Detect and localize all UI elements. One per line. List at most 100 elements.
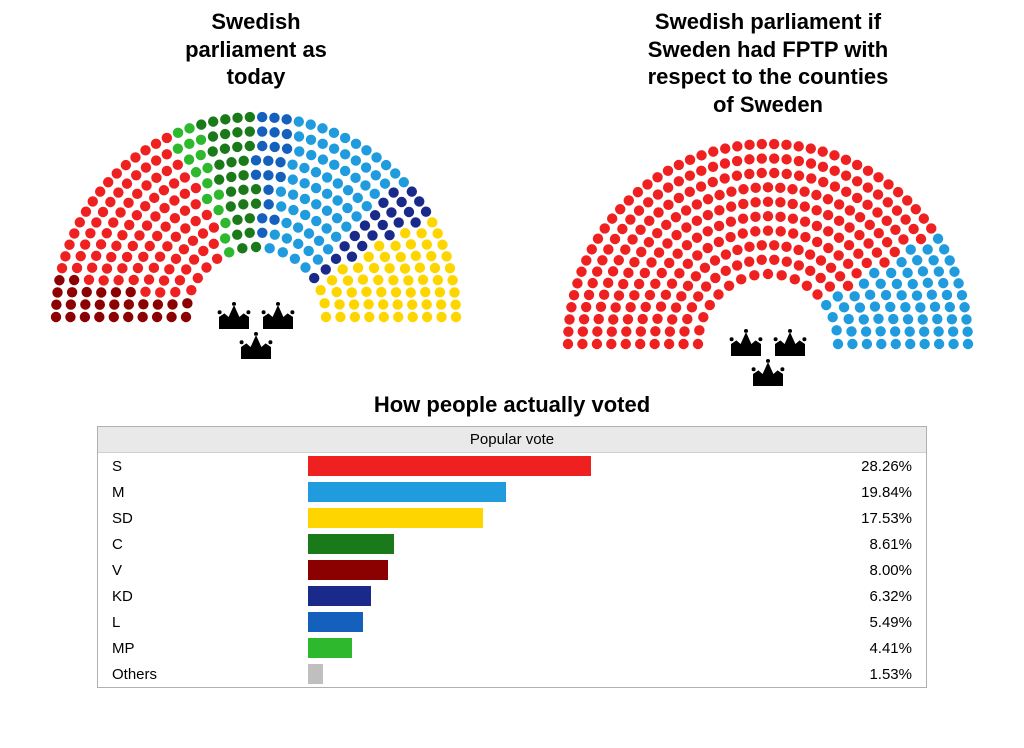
seat-dot — [757, 168, 767, 178]
seat-dot — [676, 291, 686, 301]
seat-dot — [902, 195, 912, 205]
seat-dot — [693, 291, 703, 301]
seat-dot — [214, 159, 224, 169]
seat-dot — [332, 213, 342, 223]
seat-dot — [350, 230, 360, 240]
seat-dot — [198, 245, 208, 255]
seat-dot — [865, 220, 875, 230]
seat-dot — [343, 185, 353, 195]
vote-row: KD6.32% — [98, 583, 926, 609]
seat-dot — [226, 201, 236, 211]
seat-dot — [169, 178, 179, 188]
seat-dot — [806, 173, 816, 183]
vote-row: MP4.41% — [98, 635, 926, 661]
seat-dot — [128, 240, 138, 250]
vote-bar — [308, 482, 506, 502]
panel-current-parliament: Swedish parliament as today — [16, 8, 496, 364]
seat-dot — [208, 116, 218, 126]
seat-dot — [621, 326, 631, 336]
seat-dot — [883, 179, 893, 189]
seat-dot — [869, 268, 879, 278]
seat-dot — [421, 299, 431, 309]
seat-dot — [306, 134, 316, 144]
seat-dot — [263, 184, 273, 194]
seat-dot — [184, 138, 194, 148]
seat-dot — [652, 314, 662, 324]
seat-dot — [835, 271, 845, 281]
seat-dot — [938, 278, 948, 288]
seat-dot — [124, 299, 134, 309]
seat-dot — [357, 240, 367, 250]
seat-dot — [851, 268, 861, 278]
seat-dot — [812, 289, 822, 299]
seat-dot — [350, 311, 360, 321]
seat-dot — [629, 290, 639, 300]
seat-dot — [347, 287, 357, 297]
seat-dot — [788, 199, 798, 209]
seat-dot — [679, 326, 689, 336]
seat-dot — [726, 201, 736, 211]
seat-dot — [844, 222, 854, 232]
seat-dot — [245, 111, 255, 121]
seat-dot — [634, 279, 644, 289]
seat-dot — [636, 247, 646, 257]
seat-dot — [687, 302, 697, 312]
seat-dot — [606, 339, 616, 349]
seat-dot — [624, 195, 634, 205]
seat-dot — [654, 247, 664, 257]
seat-dot — [303, 245, 313, 255]
seat-dot — [744, 154, 754, 164]
seat-dot — [257, 126, 267, 136]
seat-dot — [584, 290, 594, 300]
seat-dot — [343, 275, 353, 285]
seat-dot — [629, 257, 639, 267]
seat-dot — [358, 274, 368, 284]
seat-dot — [701, 281, 711, 291]
seat-dot — [882, 216, 892, 226]
seat-dot — [572, 278, 582, 288]
vote-percentage: 5.49% — [826, 614, 916, 631]
seat-dot — [608, 314, 618, 324]
seat-dot — [436, 311, 446, 321]
seat-dot — [642, 179, 652, 189]
seat-dot — [661, 290, 671, 300]
seat-dot — [321, 223, 331, 233]
vote-bar — [308, 664, 323, 684]
vote-bar-area — [308, 638, 826, 658]
seat-dot — [196, 119, 206, 129]
seat-dot — [698, 312, 708, 322]
seat-dot — [380, 178, 390, 188]
seat-dot — [671, 302, 681, 312]
seat-dot — [794, 260, 804, 270]
seat-dot — [714, 205, 724, 215]
seat-dot — [674, 193, 684, 203]
seat-dot — [671, 212, 681, 222]
seat-dot — [882, 237, 892, 247]
seat-dot — [800, 201, 810, 211]
seat-dot — [400, 228, 410, 238]
seat-dot — [775, 212, 785, 222]
seat-dot — [663, 182, 673, 192]
seat-dot — [710, 255, 720, 265]
seat-dot — [614, 290, 624, 300]
seat-dot — [721, 249, 731, 259]
seat-dot — [650, 279, 660, 289]
vote-bar — [308, 534, 394, 554]
seat-dot — [756, 255, 766, 265]
seat-dot — [149, 192, 159, 202]
seat-dot — [81, 206, 91, 216]
seat-dot — [281, 217, 291, 227]
seat-dot — [257, 213, 267, 223]
seat-dot — [430, 262, 440, 272]
seat-dot — [275, 157, 285, 167]
seat-dot — [769, 240, 779, 250]
seat-dot — [105, 196, 115, 206]
seat-dot — [939, 244, 949, 254]
seat-dot — [162, 132, 172, 142]
seat-dot — [672, 248, 682, 258]
seat-dot — [963, 339, 973, 349]
seat-dot — [239, 155, 249, 165]
seat-dot — [663, 200, 673, 210]
vote-bar — [308, 456, 591, 476]
seat-dot — [226, 171, 236, 181]
